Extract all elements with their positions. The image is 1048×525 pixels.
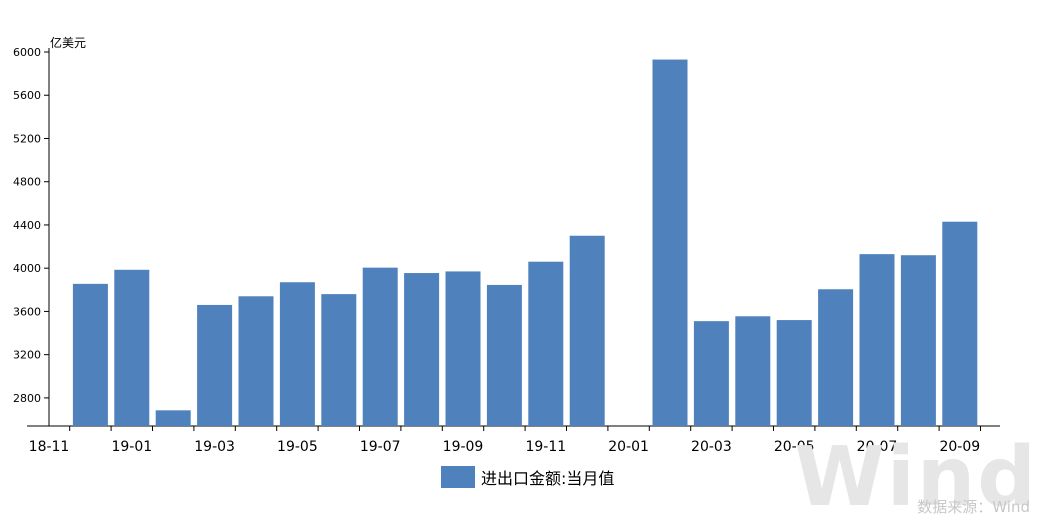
- x-tick-label: 20-03: [691, 439, 732, 455]
- x-axis: 18-11 19-01 19-03 19-05 19-07 19-09 19-11 20-01…: [27, 425, 1000, 455]
- y-unit-label: 亿美元: [50, 35, 86, 50]
- x-tick-label: 19-01: [111, 439, 152, 455]
- bar-19-04: [238, 296, 274, 426]
- y-tick-label: 6000: [13, 46, 41, 59]
- legend: 进出口金额:当月值: [441, 465, 614, 489]
- watermark-logo: Wind: [794, 430, 1038, 525]
- bar-19-12: [569, 235, 605, 426]
- bar-19-02: [155, 410, 191, 426]
- bar-20-02: [652, 59, 688, 427]
- y-tick-label: 3200: [13, 349, 41, 362]
- bar-20-04: [735, 316, 771, 426]
- bar-19-09: [445, 271, 481, 426]
- bar-19-05: [279, 282, 315, 426]
- bar-19-07: [362, 267, 398, 426]
- x-tick-label: 19-07: [360, 439, 401, 455]
- bar-20-05: [776, 320, 812, 426]
- y-tick-label: 5600: [13, 89, 41, 102]
- bar-20-07: [859, 254, 895, 426]
- bar-19-10: [486, 284, 522, 426]
- x-tick-label: 20-01: [608, 439, 649, 455]
- bar-20-03: [693, 321, 729, 426]
- legend-label: 进出口金额:当月值: [481, 469, 615, 488]
- bar-19-03: [197, 304, 233, 426]
- source-note: 数据来源：Wind: [917, 498, 1030, 516]
- x-tick-label: 20-09: [939, 439, 980, 455]
- x-tick-label: 20-07: [857, 439, 898, 455]
- bar-19-06: [321, 294, 357, 426]
- bar-20-08: [900, 255, 936, 426]
- x-tick-label: 19-11: [525, 439, 566, 455]
- bar-19-08: [404, 273, 440, 426]
- x-tick-label: 18-11: [29, 439, 70, 455]
- y-tick-label: 2800: [13, 392, 41, 405]
- y-tick-label: 5200: [13, 132, 41, 145]
- y-tick-label: 3600: [13, 305, 41, 318]
- bar-20-09: [942, 221, 978, 426]
- bar-19-11: [528, 261, 564, 426]
- legend-swatch: [441, 466, 475, 488]
- x-tick-label: 19-03: [194, 439, 235, 455]
- x-tick-label: 19-05: [277, 439, 318, 455]
- y-tick-label: 4800: [13, 176, 41, 189]
- bars: [72, 59, 978, 427]
- y-tick-label: 4400: [13, 219, 41, 232]
- bar-19-01: [114, 269, 150, 426]
- y-axis: 2800 3200 3600 4000 4400 4800 5200 5600 6000: [13, 46, 50, 426]
- bar-20-06: [818, 289, 854, 426]
- x-tick-label: 20-05: [774, 439, 815, 455]
- y-tick-label: 4000: [13, 262, 41, 275]
- x-tick-label: 19-09: [443, 439, 484, 455]
- bar-18-12: [72, 283, 108, 426]
